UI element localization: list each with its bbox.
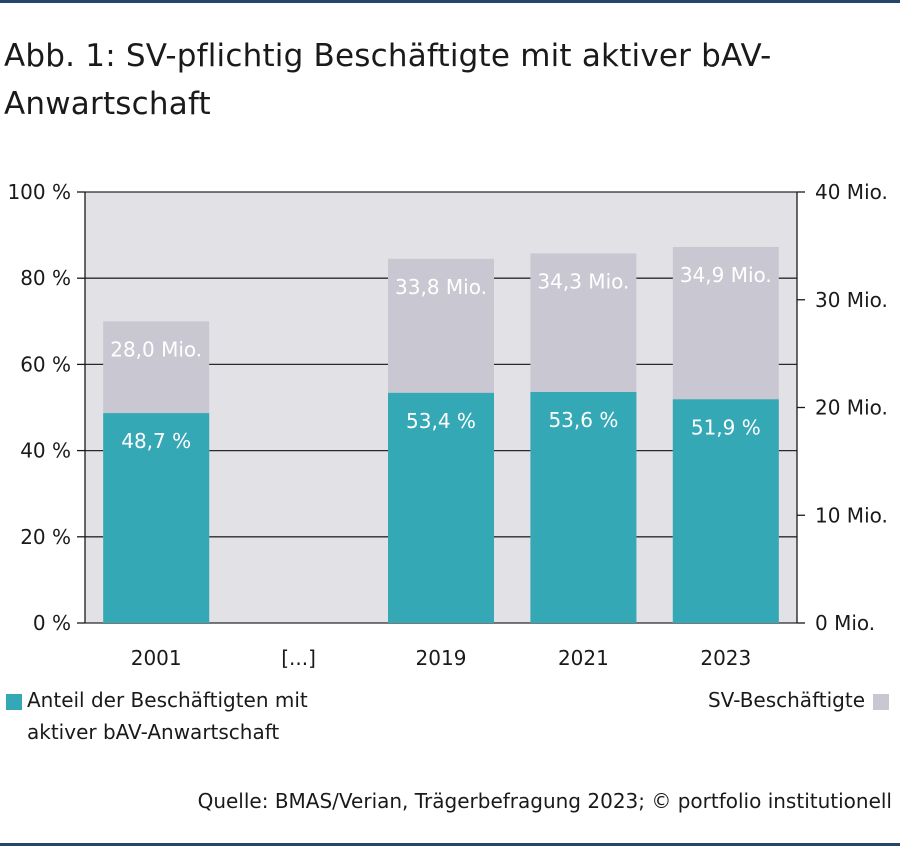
y-left-tick-label-2: 40 % — [20, 439, 71, 463]
data-label-share-2021: 53,6 % — [548, 408, 618, 432]
x-tick-label-0: 2001 — [131, 646, 182, 670]
x-tick-label-4: 2023 — [700, 646, 751, 670]
legend-employees: SV-Beschäftigte — [708, 688, 894, 716]
y-right-tick-label-1: 10 Mio. — [815, 503, 888, 527]
data-label-share-2023: 51,9 % — [691, 415, 761, 439]
y-right-tick-label-0: 0 Mio. — [815, 611, 875, 635]
y-left-tick-label-5: 100 % — [7, 180, 71, 204]
bar-share-2001 — [103, 413, 210, 623]
x-tick-label-2: 2019 — [416, 646, 467, 670]
legend-label-share: Anteil der Beschäftigten mit aktiver bAV… — [27, 684, 308, 748]
bar-share-2019 — [388, 392, 494, 623]
data-label-employees-2001: 28,0 Mio. — [110, 337, 202, 361]
y-left-tick-label-0: 0 % — [33, 611, 71, 635]
legend-label-employees: SV-Beschäftigte — [707, 688, 865, 712]
bar-chart: 28,0 Mio. 48,7 % 2001 [...] 33,8 Mio. 53,4 % 2… — [7, 180, 888, 670]
legend-share: Anteil der Beschäftigten mit aktiver bAV… — [6, 688, 308, 748]
y-left-tick-label-4: 80 % — [20, 266, 71, 290]
data-label-employees-2019: 33,8 Mio. — [395, 275, 487, 299]
data-label-share-2001: 48,7 % — [121, 429, 191, 453]
x-tick-label-3: 2021 — [558, 646, 609, 670]
chart-title: Abb. 1: SV-pflichtig Beschäftigte mit ak… — [4, 38, 772, 122]
legend-swatch-employees — [873, 694, 889, 710]
data-label-employees-2021: 34,3 Mio. — [537, 269, 629, 293]
legend-label-share-line1: Anteil der Beschäftigten mit — [27, 688, 308, 712]
y-left-tick-label-1: 20 % — [20, 525, 71, 549]
data-label-employees-2023: 34,9 Mio. — [680, 263, 772, 287]
legend-swatch-share — [6, 694, 22, 710]
bar-share-2023 — [672, 399, 779, 623]
legend-label-share-line2: aktiver bAV-Anwartschaft — [27, 720, 280, 744]
top-rule — [0, 0, 900, 3]
y-right-tick-label-4: 40 Mio. — [815, 180, 888, 204]
bar-share-2021 — [530, 391, 637, 623]
y-right-tick-label-3: 30 Mio. — [815, 288, 888, 312]
y-right-tick-label-2: 20 Mio. — [815, 396, 888, 420]
data-label-share-2019: 53,4 % — [406, 409, 476, 433]
bottom-rule — [0, 843, 900, 846]
x-tick-label-1: [...] — [281, 646, 316, 670]
source-note: Quelle: BMAS/Verian, Trägerbefragung 202… — [197, 789, 892, 813]
y-left-tick-label-3: 60 % — [20, 352, 71, 376]
